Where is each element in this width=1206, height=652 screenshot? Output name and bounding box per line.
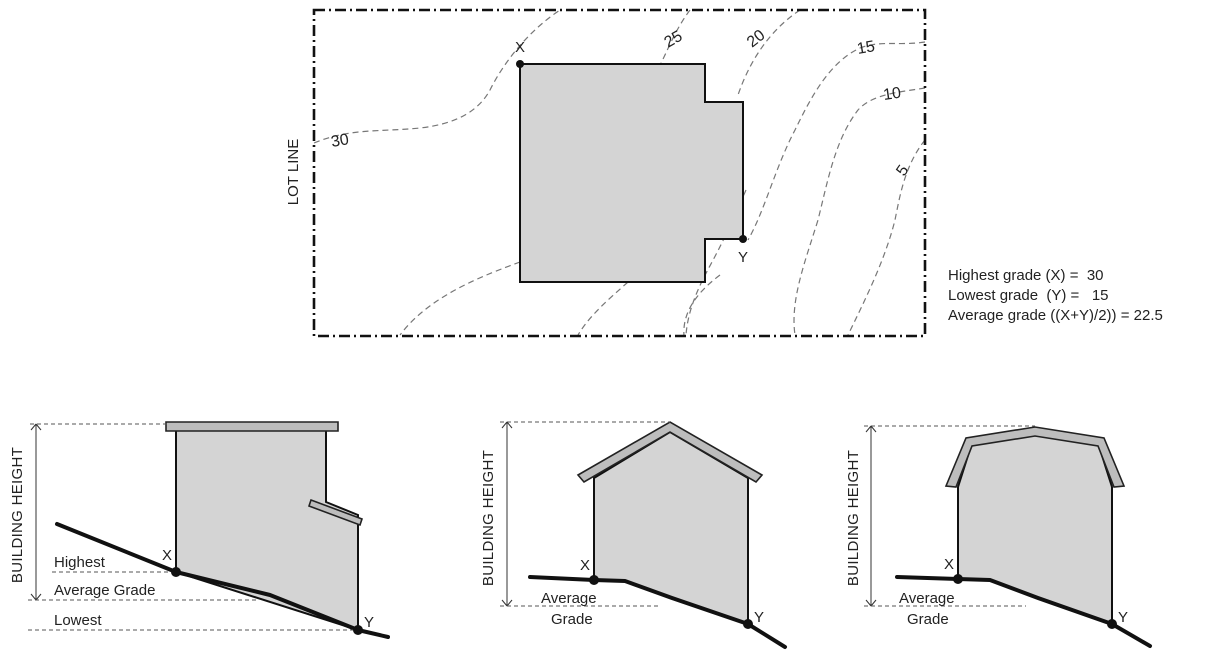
flat-height-arrow-bottom [30,593,37,601]
gable-height-arrow-top [501,421,508,429]
contour-label-10: 10 [882,85,902,104]
gable-average-label: Average [541,590,597,607]
gambrel-roof [944,426,1126,488]
gambrel-height-arrow-top [865,425,872,433]
site-plan: 30 25 20 15 10 5 LOT LINE X Y [285,8,927,338]
gambrel-point-y [1107,619,1117,629]
contour-line-lower-left [399,261,521,336]
contour-line-15 [747,41,926,241]
summary-highest: Highest grade (X) = 30 [948,267,1104,284]
gable-point-x-label: X [580,557,590,574]
summary-lowest: Lowest grade (Y) = 15 [948,287,1109,304]
flat-lowest-label: Lowest [54,612,102,629]
contour-label-30: 30 [330,131,351,151]
flat-building-height-label: BUILDING HEIGHT [9,447,26,583]
flat-point-x [171,567,181,577]
gable-height-arrow-bottom [501,599,508,607]
gambrel-grade-label: Grade [907,611,949,628]
gable-height-arrow-bottom-2 [506,599,513,607]
gambrel-building-height-label: BUILDING HEIGHT [845,450,862,586]
gambrel-average-label: Average [899,590,955,607]
grade-summary: Highest grade (X) = 30 Lowest grade (Y) … [948,267,1163,324]
flat-point-y [353,625,363,635]
flat-height-arrow-top-2 [35,423,42,431]
flat-lower-roof [307,498,364,527]
point-x-label: X [515,39,525,56]
contour-label-15: 15 [856,38,877,58]
gable-point-y [743,619,753,629]
gable-point-y-label: Y [754,609,764,626]
contour-label-5: 5 [893,162,912,179]
flat-height-arrow-top [30,423,37,431]
section-gable-roof: BUILDING HEIGHT Average Grade X Y [480,421,787,649]
gable-ground-line [528,575,787,649]
contour-line-10 [793,87,926,336]
point-x-marker [516,60,524,68]
summary-average: Average grade ((X+Y)/2)) = 22.5 [948,307,1163,324]
gambrel-height-arrow-bottom [865,599,872,607]
building-footprint [519,63,744,283]
gable-height-arrow-top-2 [506,421,513,429]
flat-roof [165,421,339,432]
contour-line-20 [737,9,801,96]
flat-point-y-label: Y [364,614,374,631]
contour-line-5 [847,139,926,336]
gambrel-height-arrow-top-2 [870,425,877,433]
section-flat-roof: BUILDING HEIGHT Highest Average Grade Lo… [9,421,390,639]
point-y-label: Y [738,249,748,266]
contour-label-20: 20 [744,27,769,51]
flat-height-arrow-bottom-2 [35,593,42,601]
contour-line-15-lower [683,274,721,337]
contour-label-25: 25 [662,28,686,52]
contour-line-25 [659,9,691,66]
gambrel-point-y-label: Y [1118,609,1128,626]
flat-point-x-label: X [162,547,172,564]
gambrel-point-x [953,574,963,584]
contour-line-lower-mid [577,281,629,336]
section-gambrel-roof: BUILDING HEIGHT Average Grade X Y [845,425,1152,648]
flat-ground-line [55,522,390,639]
flat-average-label: Average Grade [54,582,155,599]
gable-grade-label: Grade [551,611,593,628]
gable-point-x [589,575,599,585]
gambrel-height-arrow-bottom-2 [870,599,877,607]
gambrel-ground-line [895,575,1152,648]
lot-line-boundary [312,8,927,338]
contour-line-30 [313,9,561,144]
lot-line-label: LOT LINE [285,139,302,205]
gambrel-point-x-label: X [944,556,954,573]
point-y-marker [739,235,747,243]
gable-building-height-label: BUILDING HEIGHT [480,450,497,586]
flat-highest-label: Highest [54,554,106,571]
